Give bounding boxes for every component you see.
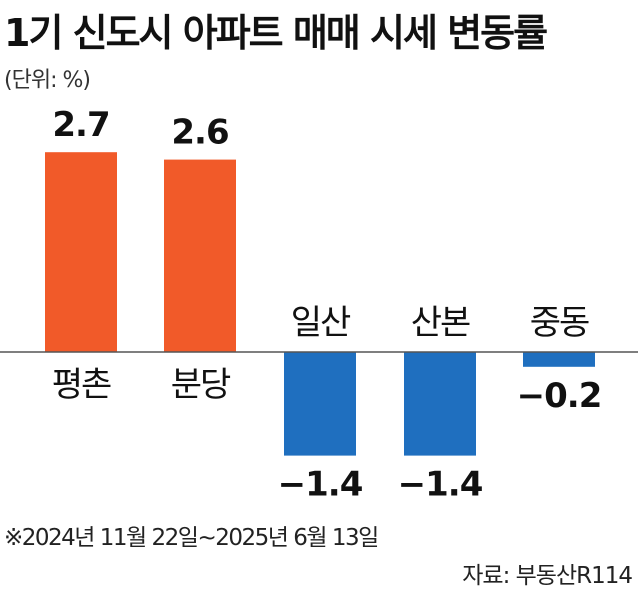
bar-chart: 2.7 평촌 2.6 분당 −1.4 일산 −1.4 산본 −0.2 중동 [0, 105, 638, 505]
value-label-2: 2.6 [171, 113, 228, 153]
category-label-5: 중동 [530, 303, 589, 343]
bar-3 [284, 352, 356, 456]
bar-2 [164, 159, 236, 352]
category-label-1: 평촌 [52, 365, 111, 405]
category-label-4: 산본 [411, 303, 470, 343]
bar-4 [404, 352, 476, 456]
period-footnote: ※2024년 11월 22일~2025년 6월 13일 [4, 525, 379, 551]
bar-1 [45, 152, 117, 352]
bar-5 [523, 352, 595, 367]
source-label: 자료: 부동산R114 [462, 563, 633, 589]
value-label-5: −0.2 [517, 376, 602, 416]
chart-title: 1기 신도시 아파트 매매 시세 변동률 [4, 11, 548, 55]
unit-label: (단위: %) [4, 68, 91, 93]
category-label-3: 일산 [291, 303, 351, 343]
value-label-3: −1.4 [278, 465, 363, 505]
value-label-4: −1.4 [398, 465, 483, 505]
category-label-2: 분당 [171, 365, 231, 405]
value-label-1: 2.7 [52, 105, 109, 145]
